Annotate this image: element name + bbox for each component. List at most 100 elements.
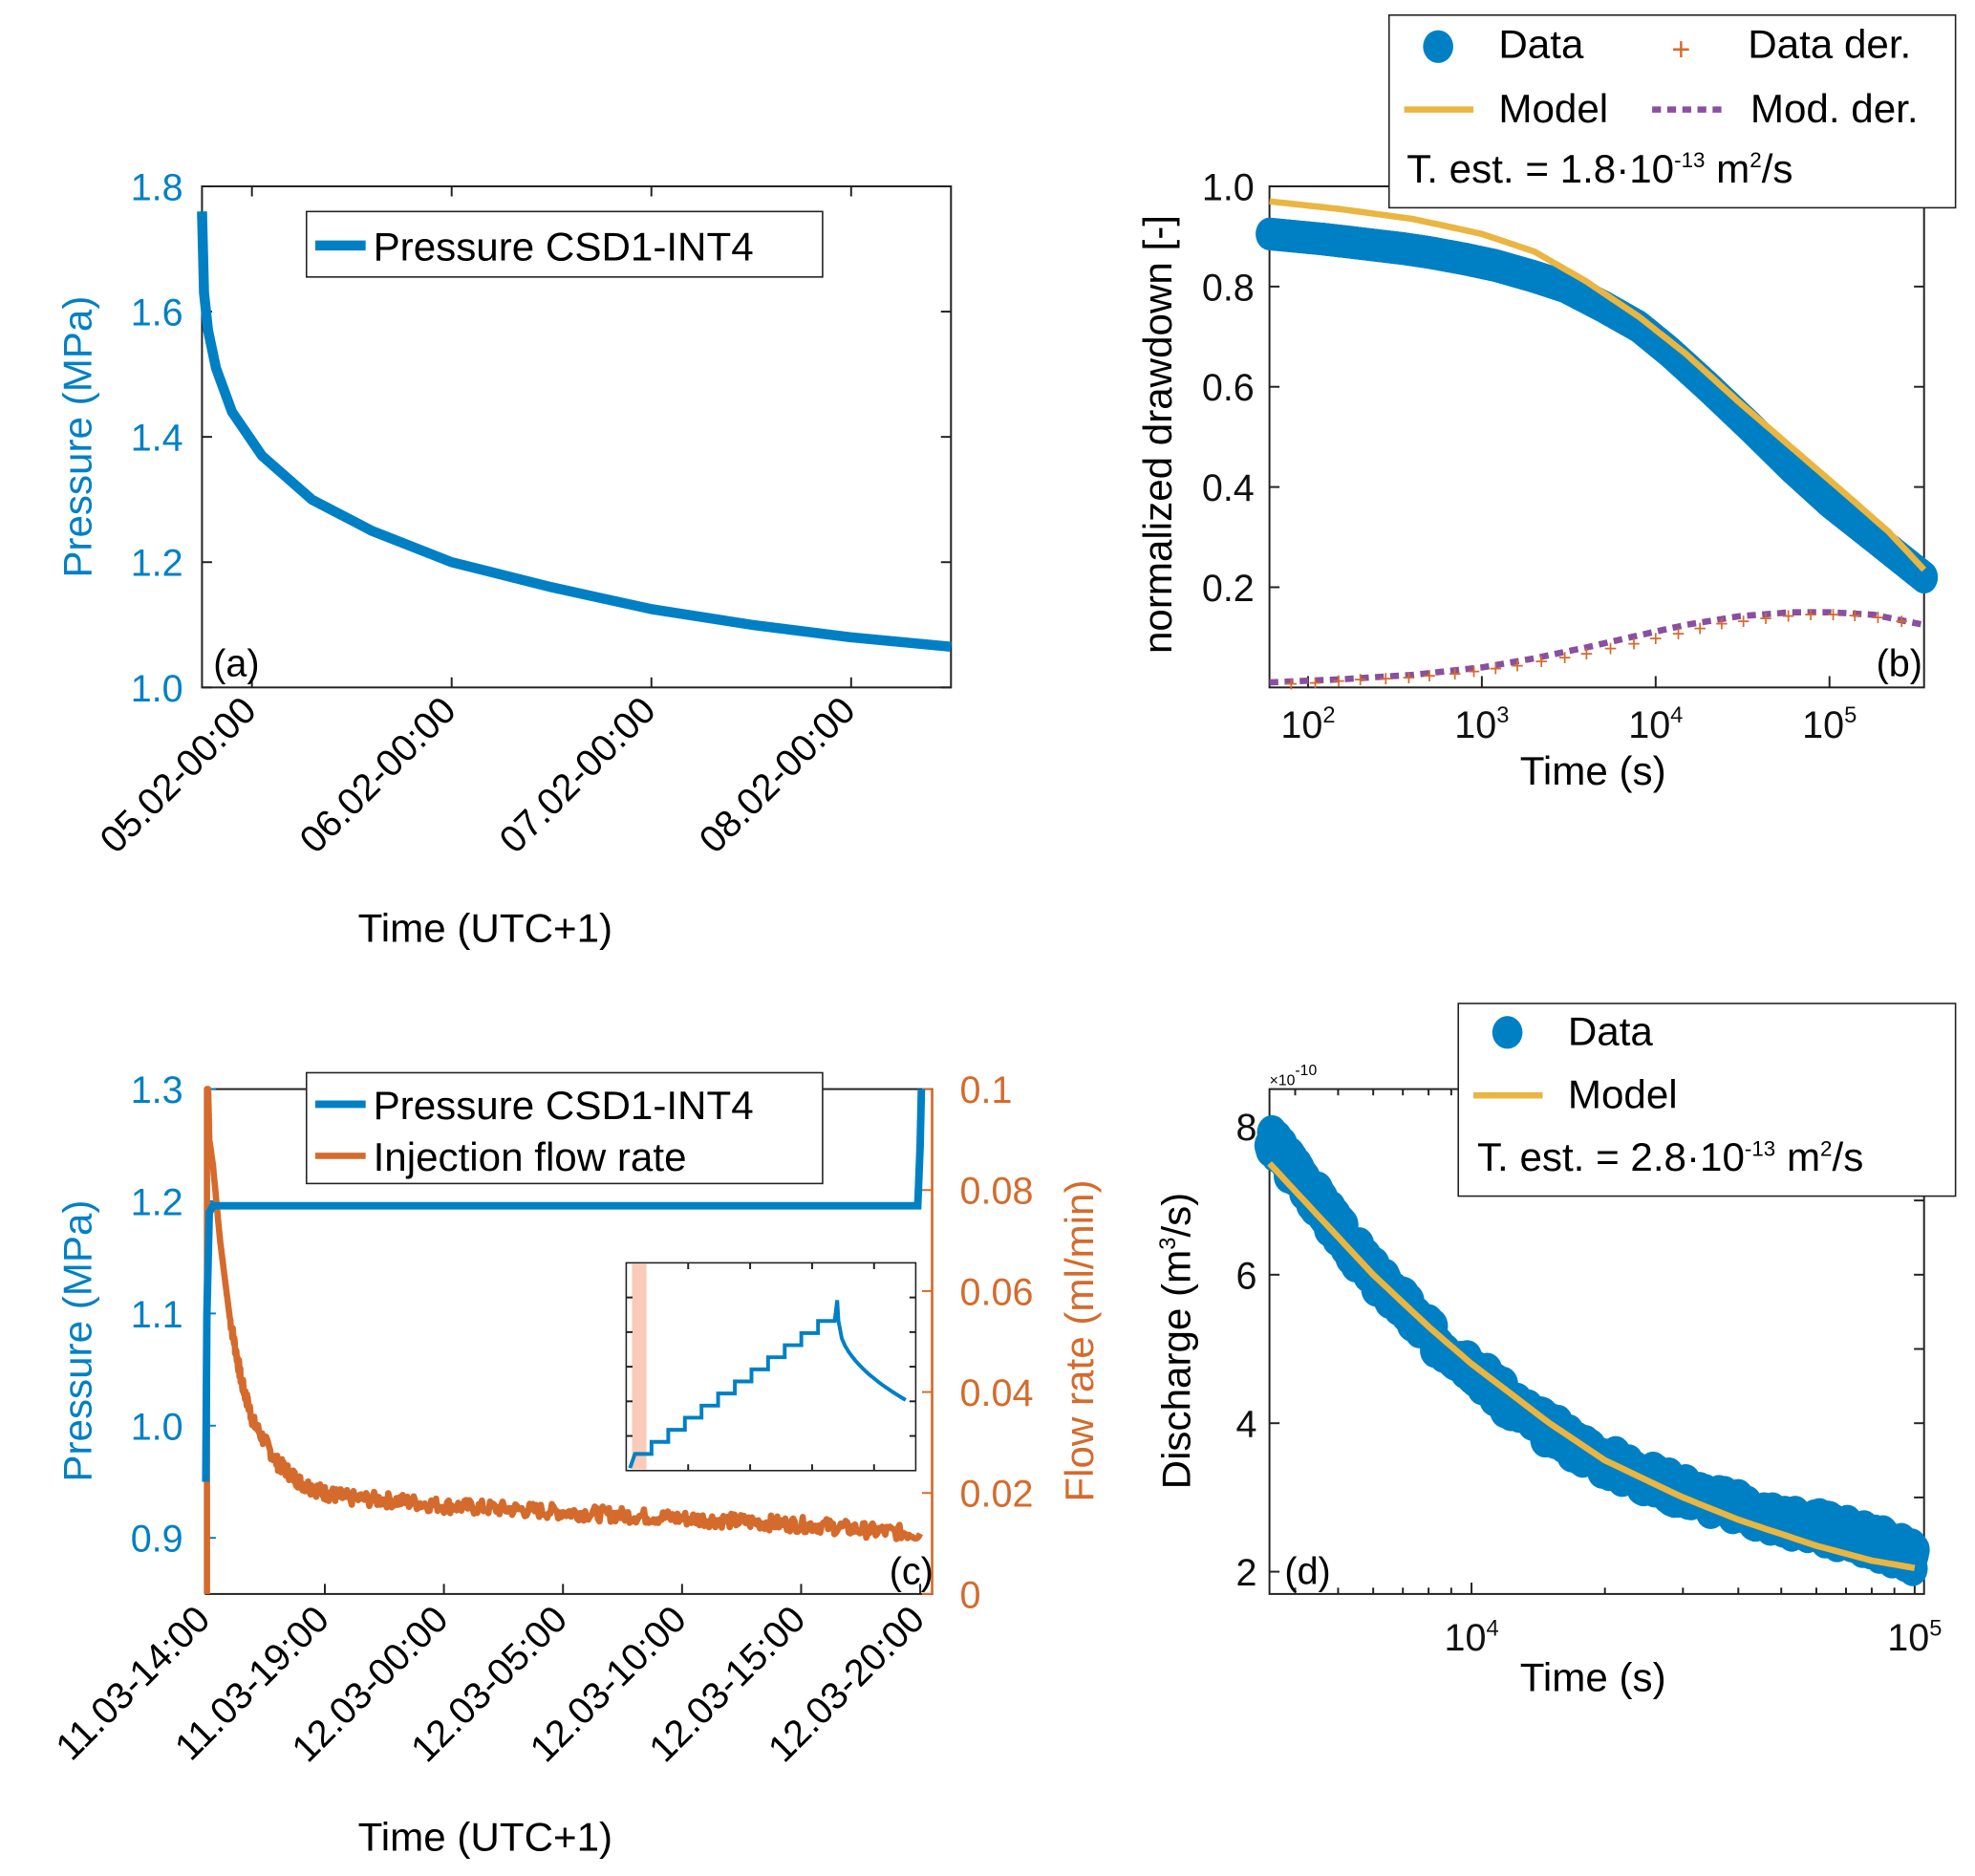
panel-b-data-derivative-point: + — [1284, 672, 1298, 697]
panel-c-flow-rate-line — [204, 1086, 923, 1594]
panel-b-data-derivative-point: + — [1449, 662, 1462, 687]
panel-b-xtick-exp: 4 — [1670, 703, 1683, 728]
panel-b-t-estimate: T. est. = 1.8·10-13 m2/s — [1406, 146, 1793, 191]
panel-b-data-derivative-point: + — [1782, 605, 1795, 630]
panel-b-t-estimate-unit-suffix: /s — [1762, 146, 1793, 191]
panel-d-ylabel-exp: 3 — [1156, 1238, 1181, 1250]
panel-c-ytick-right-label: 0.02 — [960, 1474, 1034, 1516]
panel-d-xtick-label: 105 — [1887, 1616, 1942, 1659]
panel-c-inset-pressure-line — [628, 1300, 907, 1469]
panel-d-legend-data: Data — [1568, 1008, 1654, 1053]
panel-a-ytick-label: 1.6 — [131, 292, 183, 334]
panel-c-ylabel-left: Pressure (MPa) — [54, 1200, 99, 1482]
panel-b-model-derivative-line — [1269, 609, 1925, 686]
panel-b-xtick-label: 104 — [1628, 703, 1683, 746]
panel-b: 0.20.40.60.81.0 102 103 104 105 + + + + + + + + + + +… — [1135, 14, 1957, 793]
panel-b-data-point — [1910, 560, 1939, 594]
panel-d-ytick-label: 6 — [1235, 1255, 1256, 1297]
panel-a-label: (a) — [213, 642, 259, 684]
panel-b-xtick-base: 10 — [1628, 704, 1670, 746]
panel-b-xtick-label: 103 — [1454, 703, 1509, 746]
panel-b-data-derivative-point: + — [1489, 658, 1502, 682]
panel-a-xlabel: Time (UTC+1) — [358, 905, 613, 950]
panel-b-data-derivative-point: + — [1715, 612, 1728, 636]
panel-a-ytick-label: 1.2 — [131, 543, 183, 585]
panel-b-xtick-exp: 5 — [1844, 703, 1857, 728]
panel-b-ytick-label: 0.4 — [1202, 467, 1255, 509]
panel-c-legend-flow: Injection flow rate — [374, 1134, 687, 1179]
panel-b-data-derivative-point: + — [1693, 617, 1707, 642]
panel-d-legend-model: Model — [1568, 1071, 1678, 1116]
panel-d-model-line — [1267, 1161, 1916, 1571]
panel-b-legend-data: Data — [1498, 22, 1584, 67]
panel-d-t-estimate-unit-suffix: /s — [1833, 1134, 1864, 1179]
panel-a-legend: Pressure CSD1-INT4 — [305, 210, 824, 278]
panel-b-xlabel: Time (s) — [1520, 748, 1666, 793]
panel-b-data-derivative-point: + — [1558, 646, 1572, 671]
panel-b-xtick-base: 10 — [1454, 704, 1496, 746]
panel-c-ytick-left-label: 1.0 — [131, 1406, 183, 1448]
panel-b-ytick-label: 0.6 — [1202, 367, 1255, 409]
panel-d-ytick-label: 4 — [1235, 1404, 1256, 1446]
panel-b-data-derivative-point: + — [1848, 604, 1861, 629]
panel-c-ytick-left-label: 1.3 — [131, 1069, 183, 1111]
panel-b-data-derivative-point: + — [1354, 668, 1367, 693]
panel-b-ylabel: normalized drawdown [-] — [1135, 215, 1180, 654]
panel-d-scale-exp: -10 — [1295, 1063, 1317, 1079]
panel-a: 1.0 1.2 1.4 1.6 1.8 05.02-00:00 06.02-00:00 07… — [54, 166, 953, 950]
panel-a-ytick-label: 1.4 — [131, 418, 183, 460]
panel-b-data-derivative-point: + — [1423, 664, 1436, 689]
panel-a-pressure-line — [197, 211, 952, 653]
panel-d-data-point — [1900, 1532, 1930, 1568]
panel-b-t-estimate-unit-exp: 2 — [1750, 148, 1761, 172]
panel-d-label: (d) — [1284, 1550, 1330, 1592]
panel-c-ylabel-right: Flow rate (ml/min) — [1057, 1180, 1102, 1502]
panel-c-ytick-right-label: 0.04 — [960, 1372, 1034, 1414]
panel-b-ytick-label: 0.8 — [1202, 267, 1255, 309]
panel-b-data-derivative-point: + — [1759, 607, 1772, 632]
panel-b-ytick-label: 1.0 — [1202, 166, 1255, 208]
panel-d-legend: Data Model T. est. = 2.8·10-13 m2/s — [1457, 1003, 1957, 1197]
panel-d-t-estimate-prefix: T. est. = 2.8·10 — [1477, 1134, 1745, 1179]
panel-b-data-derivative-point: + — [1535, 650, 1548, 675]
panel-b-data-derivative-point: + — [1649, 627, 1663, 652]
panel-a-xtick-label: 05.02-00:00 — [92, 689, 264, 861]
panel-d-legend-data-marker — [1492, 1016, 1523, 1049]
panel-b-data-derivative-point: + — [1403, 666, 1416, 691]
panel-d-xtick-label: 104 — [1444, 1616, 1498, 1659]
panel-d-xtick-base: 10 — [1444, 1617, 1486, 1659]
panel-b-legend-modder: Mod. der. — [1750, 86, 1919, 131]
panel-a-legend-label: Pressure CSD1-INT4 — [374, 225, 754, 270]
panel-c-ytick-right-label: 0.1 — [960, 1069, 1013, 1111]
panel-b-legend-datader-marker: + — [1671, 32, 1690, 68]
panel-a-legend-box — [305, 210, 824, 278]
panel-c-ytick-left-label: 1.2 — [131, 1181, 183, 1223]
panel-b-data-derivative-point: + — [1627, 632, 1641, 657]
panel-b-data-derivative-point: + — [1604, 637, 1618, 662]
panel-d-ytick-label: 2 — [1235, 1552, 1256, 1594]
panel-b-data-derivative-point: + — [1511, 654, 1524, 679]
panel-d-scale-prefix: ×10 — [1270, 1073, 1296, 1089]
panel-b-data-derivative-point: + — [1332, 670, 1345, 695]
panel-b-xtick-exp: 2 — [1322, 703, 1335, 728]
panel-d-xtick-exp: 4 — [1486, 1616, 1498, 1641]
panel-c-ytick-right-label: 0 — [960, 1574, 981, 1616]
panel-b-data-derivative-point: + — [1379, 667, 1392, 692]
panel-d-ylabel-base: Discharge (m — [1154, 1250, 1199, 1490]
panel-c-ytick-right-label: 0.06 — [960, 1271, 1034, 1313]
panel-d-xtick-base: 10 — [1887, 1617, 1929, 1659]
panel-b-xtick-exp: 3 — [1496, 703, 1509, 728]
panel-b-xtick-label: 105 — [1802, 703, 1857, 746]
panel-b-legend-datader: Data der. — [1748, 22, 1911, 67]
panel-c-inset — [625, 1261, 917, 1472]
panel-a-xtick-label: 06.02-00:00 — [291, 689, 463, 861]
panel-d-ylabel-suffix: /s) — [1154, 1193, 1199, 1238]
panel-b-legend: Data + Data der. Model Mod. der. T. est.… — [1387, 14, 1957, 209]
panel-b-t-estimate-unit: m — [1705, 146, 1750, 191]
panel-d-legend-box — [1457, 1003, 1957, 1197]
panel-b-t-estimate-prefix: T. est. = 1.8·10 — [1406, 146, 1674, 191]
panel-c-xlabel: Time (UTC+1) — [358, 1815, 613, 1860]
panel-b-data-derivative-point: + — [1468, 660, 1481, 685]
